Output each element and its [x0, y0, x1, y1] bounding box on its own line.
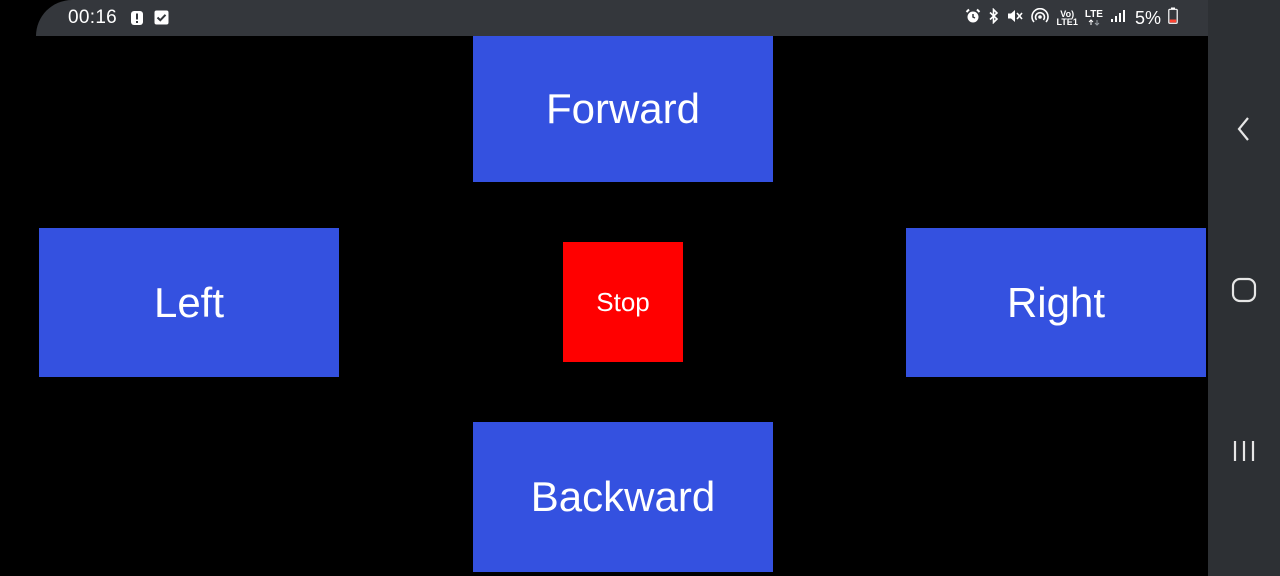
left-button[interactable]: Left — [39, 228, 339, 377]
back-icon — [1237, 117, 1249, 141]
battery-percent: 5% — [1134, 7, 1161, 28]
lte-icon: LTE — [1084, 8, 1103, 26]
volte-top-label: Vo) — [1060, 9, 1075, 19]
right-button[interactable]: Right — [906, 228, 1206, 377]
status-left-icons — [130, 10, 169, 31]
volte-icon: Vo) LTE1 — [1056, 9, 1078, 27]
checkbox-icon — [154, 10, 169, 31]
home-button[interactable] — [1208, 254, 1280, 326]
battery-icon — [1168, 7, 1178, 29]
forward-button[interactable]: Forward — [473, 36, 773, 182]
status-right-icons: Vo) LTE1 LTE 5% — [965, 6, 1178, 30]
mute-icon — [1007, 8, 1024, 29]
bluetooth-icon — [988, 7, 1000, 29]
recents-icon — [1233, 441, 1255, 461]
alarm-icon — [965, 8, 981, 29]
volte-bottom-label: LTE1 — [1056, 17, 1078, 27]
hotspot-icon — [1031, 7, 1050, 29]
status-bar: 00:16 — [36, 0, 1208, 36]
home-icon — [1231, 277, 1257, 303]
lte-label: LTE — [1084, 8, 1103, 20]
alert-icon — [130, 10, 144, 31]
signal-icon — [1110, 9, 1126, 28]
recents-button[interactable] — [1208, 415, 1280, 487]
back-button[interactable] — [1208, 93, 1280, 165]
stop-button[interactable]: Stop — [563, 242, 683, 362]
status-time: 00:16 — [68, 7, 118, 28]
navigation-bar — [1208, 0, 1280, 576]
backward-button[interactable]: Backward — [473, 422, 773, 572]
